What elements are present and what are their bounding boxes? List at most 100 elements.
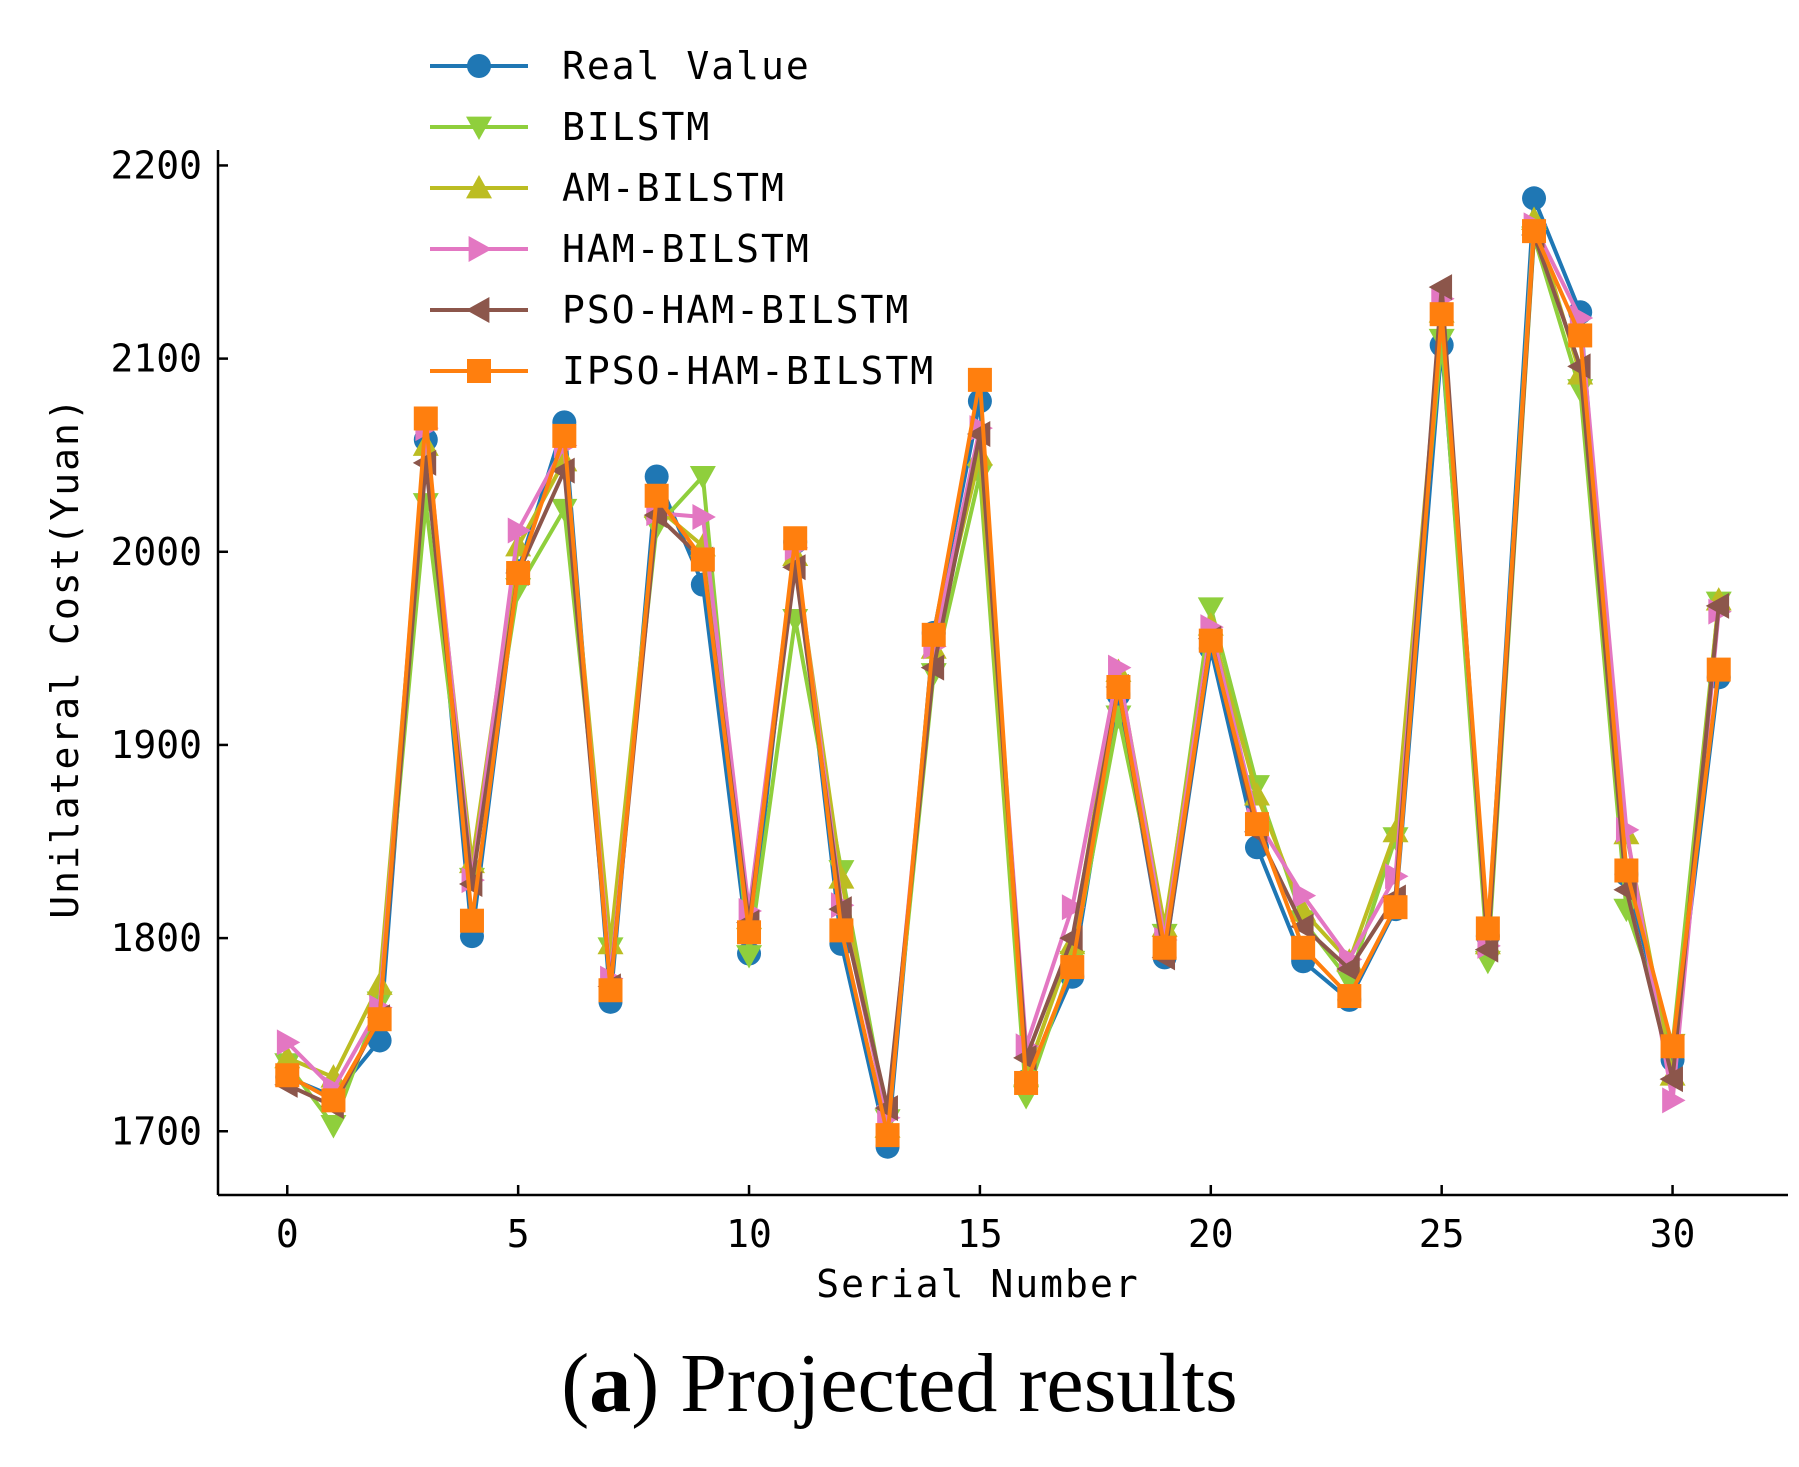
- data-point: [829, 918, 854, 943]
- legend-label: Real Value: [562, 44, 811, 88]
- series-pso-ham-bilstm: [274, 221, 1730, 1122]
- data-point: [1244, 812, 1269, 837]
- series-ipso-ham-bilstm: [275, 219, 1731, 1148]
- legend-item-ipso-ham-bilstm: IPSO-HAM-BILSTM: [430, 349, 935, 393]
- data-point: [644, 483, 669, 508]
- data-point: [367, 1028, 392, 1053]
- data-point: [597, 930, 624, 955]
- data-point: [1705, 592, 1730, 619]
- data-point: [1014, 1070, 1039, 1095]
- data-point: [644, 464, 669, 489]
- legend-marker: [468, 236, 492, 262]
- data-point: [321, 1088, 346, 1113]
- data-point: [1198, 628, 1223, 653]
- series-ham-bilstm: [276, 212, 1732, 1131]
- y-tick-label: 2200: [110, 143, 202, 187]
- legend-label: AM-BILSTM: [562, 166, 786, 210]
- data-point: [1614, 858, 1639, 883]
- data-point: [1475, 916, 1500, 941]
- chart: 1700 1800 1900 2000 2100 2200 0 5 10 15 20 25 30 Seri…: [43, 44, 1788, 1300]
- y-tick-label: 2000: [110, 530, 202, 574]
- legend-item-ham-bilstm: HAM-BILSTM: [430, 227, 811, 271]
- data-point: [689, 466, 716, 490]
- legend-marker: [466, 116, 492, 140]
- legend-item-am-bilstm: AM-BILSTM: [430, 166, 786, 210]
- data-point: [1290, 913, 1314, 940]
- data-point: [1660, 1034, 1685, 1059]
- data-point: [736, 945, 763, 969]
- data-point: [1659, 1066, 1683, 1093]
- x-tick-label: 20: [1188, 1212, 1234, 1256]
- caption-text: Projected results: [680, 1337, 1238, 1430]
- data-point: [1336, 956, 1360, 983]
- data-point: [1613, 898, 1640, 923]
- y-axis-title: Unilateral Cost(Yuan): [43, 396, 87, 918]
- x-tick-label: 0: [276, 1212, 299, 1256]
- data-point: [1522, 186, 1547, 211]
- x-axis-title: Serial Number: [816, 1262, 1139, 1300]
- data-point: [1428, 328, 1455, 353]
- data-point: [921, 622, 946, 647]
- data-point: [320, 1115, 347, 1139]
- data-point: [967, 367, 992, 392]
- data-point: [1568, 323, 1593, 348]
- data-point: [274, 1044, 301, 1069]
- data-point: [413, 406, 438, 431]
- data-point: [783, 526, 808, 551]
- legend: Real Value BILSTM AM-BILSTM HAM-BILSTM PSO-H…: [430, 44, 935, 393]
- y-tick-label: 2100: [110, 337, 202, 381]
- data-point: [692, 504, 716, 531]
- data-point: [1474, 936, 1499, 963]
- legend-label: HAM-BILSTM: [562, 227, 811, 271]
- data-point: [506, 561, 531, 586]
- data-point: [1108, 654, 1132, 681]
- data-point: [459, 908, 484, 933]
- data-point: [276, 1029, 301, 1056]
- data-point: [737, 920, 762, 945]
- x-tick-label: 25: [1419, 1212, 1465, 1256]
- y-tick-label: 1900: [110, 723, 202, 767]
- data-point: [552, 423, 577, 448]
- legend-label: PSO-HAM-BILSTM: [562, 288, 910, 332]
- data-point: [1061, 894, 1086, 921]
- data-point: [1060, 955, 1085, 980]
- data-point: [1292, 882, 1317, 909]
- data-point: [1662, 1087, 1686, 1114]
- data-point: [1429, 302, 1454, 327]
- series-bilstm: [274, 226, 1732, 1139]
- data-point: [1197, 597, 1224, 621]
- legend-item-real-value: Real Value: [430, 44, 811, 88]
- y-tick-label: 1800: [110, 916, 202, 960]
- legend-label: BILSTM: [562, 105, 711, 149]
- data-point: [367, 1007, 392, 1032]
- data-point: [1522, 219, 1547, 244]
- x-tick-label: 15: [957, 1212, 1003, 1256]
- y-tick-label: 1700: [110, 1109, 202, 1153]
- series-line-ipso-ham-bilstm: [286, 229, 1721, 1138]
- legend-marker: [466, 297, 490, 323]
- legend-label: IPSO-HAM-BILSTM: [562, 349, 935, 393]
- data-point: [690, 547, 715, 572]
- data-point: [1291, 935, 1316, 960]
- caption-label: a: [589, 1337, 632, 1430]
- data-point: [1106, 674, 1131, 699]
- legend-marker: [467, 359, 491, 383]
- data-point: [1428, 274, 1453, 301]
- series-am-bilstm: [274, 206, 1732, 1138]
- legend-item-pso-ham-bilstm: PSO-HAM-BILSTM: [430, 288, 910, 332]
- data-point: [598, 978, 623, 1003]
- data-point: [1152, 935, 1177, 960]
- figure-caption: (a) Projected results: [561, 1337, 1238, 1430]
- x-tick-label: 30: [1650, 1212, 1696, 1256]
- axes: 1700 1800 1900 2000 2100 2200 0 5 10 15 20 25 30 Seri…: [43, 143, 1788, 1300]
- x-tick-label: 10: [726, 1212, 772, 1256]
- data-point: [507, 517, 532, 544]
- data-point: [1706, 657, 1731, 682]
- series-real-value: [275, 186, 1731, 1159]
- legend-marker: [467, 54, 491, 78]
- data-point: [1337, 984, 1362, 1009]
- data-point: [875, 1123, 900, 1148]
- legend-marker: [466, 175, 492, 199]
- data-point: [275, 1063, 300, 1088]
- legend-item-bilstm: BILSTM: [430, 105, 711, 149]
